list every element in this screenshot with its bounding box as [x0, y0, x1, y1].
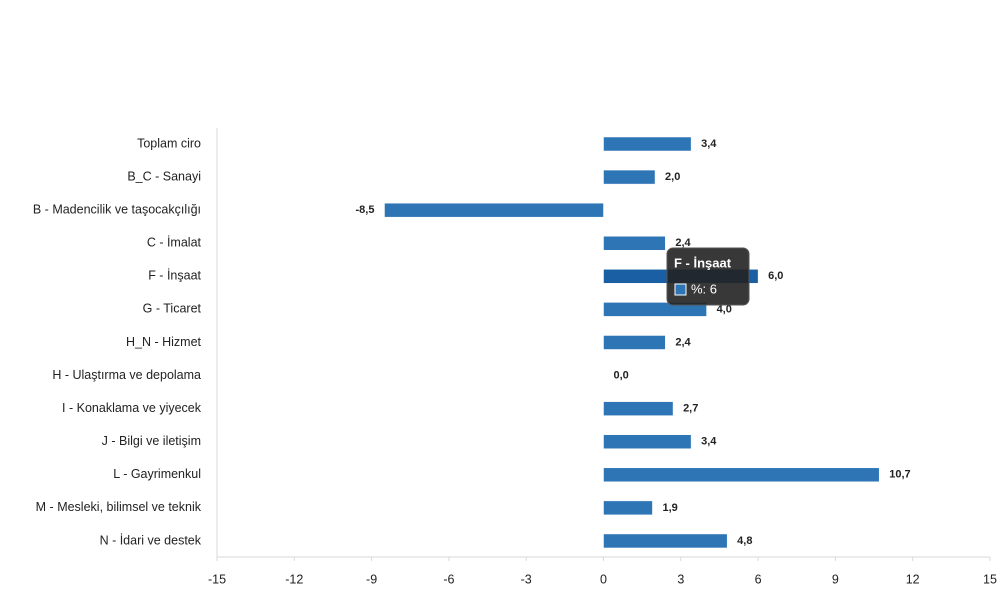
- tooltip: F - İnşaat %: 6: [666, 247, 750, 306]
- category-label: Toplam ciro: [137, 136, 201, 150]
- x-tick-label: 12: [906, 572, 920, 586]
- value-label: 2,7: [683, 403, 698, 415]
- x-tick-label: -9: [366, 572, 377, 586]
- x-tick-label: -12: [285, 572, 303, 586]
- bar: [603, 169, 656, 185]
- category-label: C - İmalat: [147, 236, 202, 250]
- tooltip-box: [666, 247, 750, 306]
- x-tick-label: 3: [677, 572, 684, 586]
- value-label: 3,4: [701, 436, 717, 448]
- value-label: 0,0: [614, 369, 629, 381]
- x-tick-label: 6: [755, 572, 762, 586]
- x-tick-label: -6: [443, 572, 454, 586]
- bar: [603, 235, 666, 251]
- category-label: H - Ulaştırma ve depolama: [52, 368, 201, 382]
- bar: [384, 202, 604, 218]
- value-label: 4,8: [737, 535, 752, 547]
- value-label: 4,0: [717, 303, 732, 315]
- category-label: J - Bilgi ve iletişim: [102, 434, 201, 448]
- bar: [603, 467, 880, 483]
- x-tick-label: -3: [521, 572, 532, 586]
- category-label: N - İdari ve destek: [100, 533, 202, 547]
- x-tick-label: 15: [983, 572, 997, 586]
- category-label: G - Ticaret: [143, 302, 202, 316]
- bar: [603, 500, 653, 516]
- value-label: 3,4: [701, 138, 717, 150]
- value-label: 2,4: [675, 237, 691, 249]
- value-label: 1,9: [662, 502, 677, 514]
- category-label: B - Madencilik ve taşocakçılığı: [33, 202, 201, 216]
- category-label: M - Mesleki, bilimsel ve teknik: [36, 500, 202, 514]
- value-label: 10,7: [889, 469, 910, 481]
- x-tick-label: 0: [600, 572, 607, 586]
- value-label: -8,5: [356, 204, 375, 216]
- tooltip-swatch: [674, 283, 687, 296]
- x-tick-label: -15: [208, 572, 226, 586]
- bar: [603, 533, 728, 549]
- bar: [603, 434, 692, 449]
- value-label: 6,0: [768, 270, 783, 282]
- bar: [603, 335, 666, 350]
- x-tick-label: 9: [832, 572, 839, 586]
- tooltip-label: %: 6: [691, 281, 717, 296]
- bar: [603, 136, 692, 152]
- category-label: H_N - Hizmet: [126, 335, 202, 349]
- value-label: 2,4: [675, 336, 691, 348]
- tooltip-title: F - İnşaat: [674, 255, 732, 270]
- value-label: 2,0: [665, 171, 680, 183]
- bar: [603, 401, 674, 416]
- bar: [603, 302, 707, 317]
- category-label: L - Gayrimenkul: [113, 467, 201, 481]
- category-label: B_C - Sanayi: [127, 169, 201, 183]
- category-label: F - İnşaat: [148, 269, 201, 283]
- category-label: I - Konaklama ve yiyecek: [62, 401, 202, 415]
